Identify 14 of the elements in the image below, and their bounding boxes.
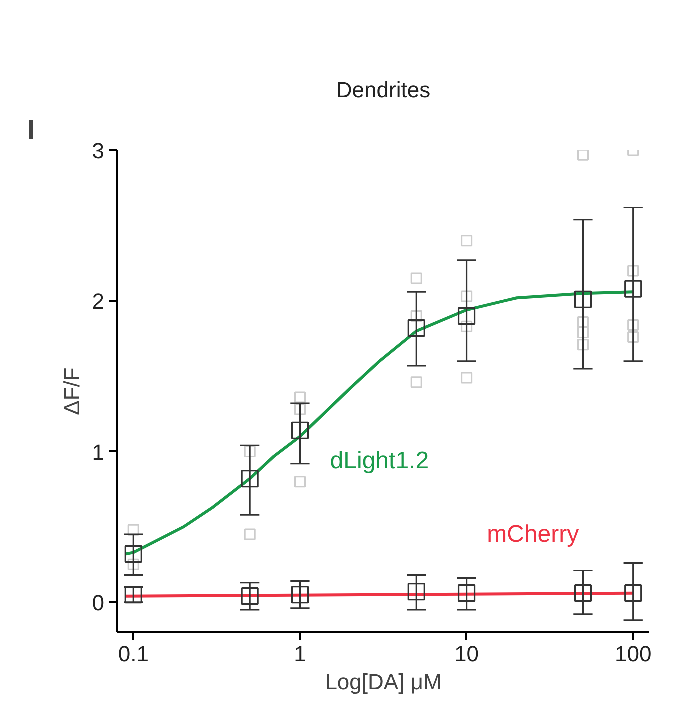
x-axis-title: Log[DA] μM <box>325 670 442 694</box>
x-tick-label: 0.1 <box>118 642 149 666</box>
x-tick-label: 1 <box>294 642 306 666</box>
y-axis-title: ΔF/F <box>59 368 84 416</box>
y-tick-label: 2 <box>92 289 105 314</box>
x-tick-label: 100 <box>615 642 652 666</box>
y-tick-label: 1 <box>92 440 105 465</box>
y-tick-label: 0 <box>92 590 105 616</box>
series-label: dLight1.2 <box>330 447 430 474</box>
series-label: mCherry <box>487 521 580 548</box>
x-tick-label: 10 <box>454 642 480 666</box>
y-tick-label: 3 <box>92 138 105 164</box>
text: I <box>28 114 36 146</box>
chart-title: Dendrites <box>336 78 431 102</box>
